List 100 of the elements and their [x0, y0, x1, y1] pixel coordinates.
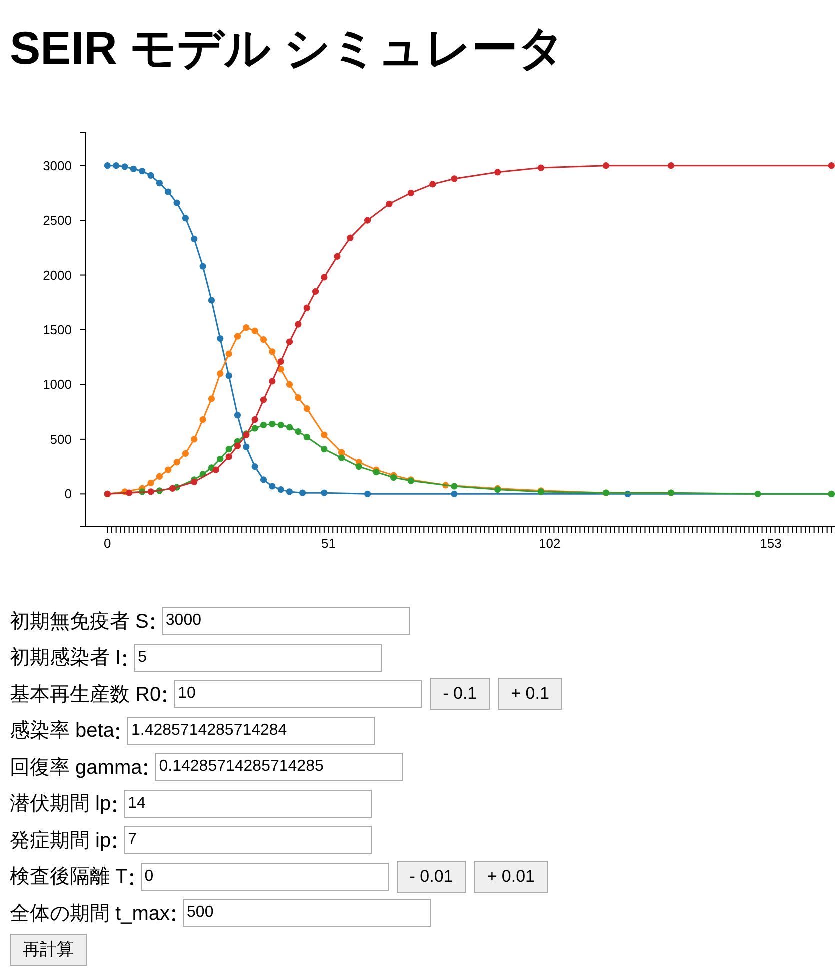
point: [260, 336, 268, 344]
text: 再計算: [10, 934, 87, 966]
category-label: 初期感染者 I: [10, 646, 122, 672]
point: [169, 485, 176, 492]
point: [156, 180, 163, 187]
point: [174, 200, 180, 206]
point: [130, 166, 137, 172]
point: [182, 450, 190, 457]
point: [243, 324, 250, 332]
point: [104, 162, 111, 170]
point: [286, 488, 294, 496]
point: [494, 169, 502, 176]
point: [430, 181, 436, 188]
point: [174, 459, 180, 466]
point: [364, 217, 372, 224]
point: [321, 490, 328, 496]
point: [278, 486, 284, 494]
text: 7: [128, 831, 138, 848]
text: 1.4285714285714284: [131, 722, 288, 739]
x-tick-label: 153: [760, 536, 782, 551]
x-tick-label: 51: [322, 536, 336, 551]
point: [208, 297, 216, 304]
category-label: 初期無免疫者 S: [10, 610, 149, 635]
chart-title: SEIR モデル シミュレータ: [10, 21, 565, 76]
text: 5: [138, 648, 148, 666]
point: [113, 162, 120, 170]
point: [234, 412, 242, 419]
category-label: 回復率 gamma: [10, 756, 142, 781]
y-tick-label: 1000: [43, 377, 72, 392]
point: [139, 168, 146, 175]
point: [269, 483, 276, 490]
point: [217, 456, 224, 462]
point: [321, 432, 328, 438]
category-label: 発症期間 ip: [10, 828, 112, 854]
text: + 0.01: [474, 860, 548, 893]
point: [126, 490, 133, 496]
point: [226, 446, 232, 453]
x-tick-label: 0: [104, 536, 112, 551]
point: [269, 348, 276, 356]
point: [602, 162, 610, 170]
point: [148, 488, 154, 496]
y-tick-label: 3000: [43, 158, 72, 174]
point: [243, 444, 250, 450]
point: [408, 190, 414, 196]
point: [828, 162, 835, 170]
point: [217, 370, 224, 378]
point: [295, 428, 302, 436]
point: [226, 372, 232, 380]
point: [286, 381, 294, 388]
point: [252, 416, 258, 424]
point: [200, 416, 206, 424]
point: [278, 422, 284, 429]
point: [122, 164, 128, 170]
point: [200, 263, 206, 270]
point: [451, 490, 458, 498]
point: [356, 464, 362, 470]
point: [234, 442, 242, 450]
text: 500: [187, 904, 214, 922]
point: [304, 406, 310, 412]
category-label: 検査後隔離 T: [10, 865, 128, 890]
point: [390, 474, 398, 482]
point: [334, 253, 341, 260]
point: [321, 274, 328, 281]
point: [212, 466, 220, 474]
point: [269, 378, 276, 385]
point: [260, 476, 268, 484]
category-label: 潜伏期間 lp: [10, 792, 112, 818]
point: [269, 420, 276, 428]
point: [451, 483, 458, 490]
point: [364, 490, 372, 498]
point: [234, 333, 242, 340]
category-label: 全体の期間 t_max: [10, 902, 170, 927]
point: [373, 468, 380, 476]
point: [668, 162, 675, 170]
point: [260, 396, 268, 404]
point: [226, 454, 232, 460]
point: [252, 425, 258, 432]
text: + 0.1: [498, 678, 562, 710]
point: [252, 464, 258, 470]
point: [226, 350, 232, 358]
y-tick-label: 500: [50, 432, 72, 447]
point: [191, 436, 198, 443]
point: [538, 164, 544, 172]
point: [278, 358, 284, 366]
point: [217, 335, 224, 342]
y-tick-label: 0: [64, 486, 72, 502]
point: [286, 338, 294, 346]
point: [312, 288, 320, 295]
point: [252, 328, 258, 334]
text: 0: [144, 868, 154, 885]
point: [191, 236, 198, 242]
point: [451, 176, 458, 182]
text: 10: [178, 685, 196, 702]
point: [208, 396, 216, 402]
x-tick-label: 102: [539, 536, 561, 551]
category-label: 感染率 beta: [10, 719, 114, 744]
point: [165, 188, 172, 196]
point: [286, 424, 294, 431]
point: [347, 234, 354, 242]
text: - 0.1: [430, 678, 490, 710]
